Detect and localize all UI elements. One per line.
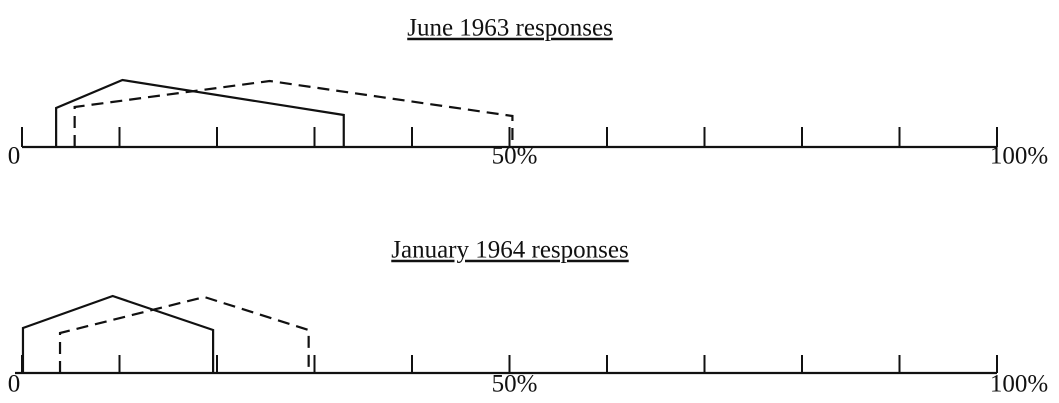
chart-title: June 1963 responses bbox=[407, 15, 613, 42]
distribution-line bbox=[58, 295, 310, 373]
x-tick-label: 100% bbox=[990, 143, 1048, 170]
distribution-line bbox=[55, 78, 345, 147]
distribution-line bbox=[73, 79, 514, 147]
x-tick-label: 50% bbox=[492, 143, 538, 170]
distribution-line bbox=[21, 294, 215, 373]
x-tick-label: 0 bbox=[8, 371, 21, 398]
chart-title: January 1964 responses bbox=[391, 237, 628, 264]
x-tick-label: 50% bbox=[492, 371, 538, 398]
x-tick-label: 0 bbox=[8, 143, 21, 170]
x-tick-label: 100% bbox=[990, 371, 1048, 398]
